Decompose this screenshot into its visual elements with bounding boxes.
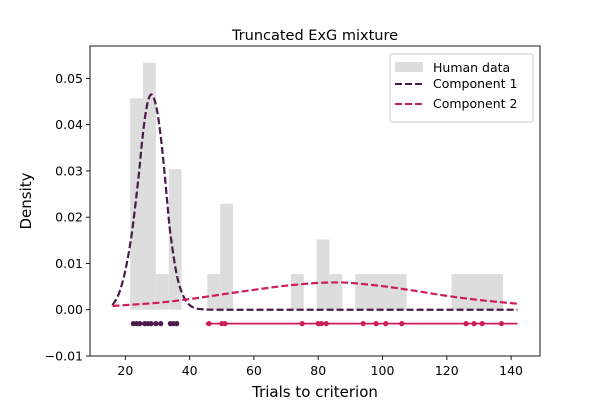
x-tick-label-100: 100 xyxy=(371,363,395,378)
rug-point-17 xyxy=(318,321,325,327)
x-axis-ticks: 20 40 60 80 100 120 140 xyxy=(117,356,523,378)
density-curves xyxy=(111,93,518,311)
histogram-bar-1 xyxy=(130,98,144,310)
rug-point-18 xyxy=(323,321,329,327)
rug-point-14 xyxy=(222,321,228,327)
rug-point-21 xyxy=(383,321,389,327)
rug-point-11 xyxy=(174,321,180,327)
rug-point-24 xyxy=(471,321,477,327)
x-tick-label-40: 40 xyxy=(182,363,198,378)
histogram-bar-3 xyxy=(155,274,169,310)
rug-point-22 xyxy=(399,321,405,327)
rug-point-23 xyxy=(463,321,469,327)
series-line-component-2 xyxy=(112,281,518,308)
y-tick-label-7: 0.05 xyxy=(55,71,83,86)
rug-point-3 xyxy=(137,321,143,327)
legend-label-human-data: Human data xyxy=(433,60,510,75)
rug-points xyxy=(130,321,518,327)
histogram-bar-11 xyxy=(451,274,504,310)
y-tick-label-5: 0.03 xyxy=(55,163,83,178)
x-tick-label-80: 80 xyxy=(310,363,326,378)
histogram-bar-6 xyxy=(220,203,234,310)
rug-point-8 xyxy=(158,321,164,327)
x-tick-label-120: 120 xyxy=(435,363,459,378)
histogram-bar-2 xyxy=(143,62,156,310)
y-tick-label-6: 0.04 xyxy=(55,117,83,132)
x-tick-label-20: 20 xyxy=(117,363,133,378)
rug-point-26 xyxy=(498,321,505,327)
y-tick-label-2: 0.00 xyxy=(55,302,83,317)
rug-point-19 xyxy=(360,321,366,327)
y-axis-label: Density xyxy=(17,172,35,229)
legend: Human data Component 1 Component 2 xyxy=(389,53,534,123)
series-line-component-1 xyxy=(111,93,518,311)
y-tick-label-4: 0.02 xyxy=(55,210,83,225)
legend-label-component-2: Component 2 xyxy=(433,96,518,111)
histogram-bar-10 xyxy=(355,274,407,310)
rug-point-20 xyxy=(373,321,379,327)
legend-swatch-human-data xyxy=(395,62,423,72)
histogram-bar-8 xyxy=(316,239,330,310)
rug-point-15 xyxy=(299,321,305,327)
x-tick-label-60: 60 xyxy=(246,363,262,378)
y-axis-ticks: −0.01 0.00 0.01 0.02 0.03 0.04 0.05 xyxy=(45,71,90,364)
legend-label-component-1: Component 1 xyxy=(433,76,518,91)
histogram-bar-4 xyxy=(168,169,182,310)
rug-point-12 xyxy=(206,321,212,327)
plot-frame xyxy=(89,45,541,357)
histogram-bar-7 xyxy=(290,274,304,310)
x-tick-label-140: 140 xyxy=(499,363,523,378)
y-tick-label-3: 0.01 xyxy=(55,256,83,271)
x-axis-label: Trials to criterion xyxy=(251,383,378,400)
chart-title: Truncated ExG mixture xyxy=(231,28,398,44)
rug-point-7 xyxy=(153,321,159,327)
rug-point-6 xyxy=(148,321,154,327)
rug-point-25 xyxy=(479,321,485,327)
histogram-bar-9 xyxy=(329,274,343,310)
y-tick-label-1: −0.01 xyxy=(45,349,83,364)
histogram-bar-5 xyxy=(207,274,221,310)
legend-box xyxy=(389,53,534,123)
